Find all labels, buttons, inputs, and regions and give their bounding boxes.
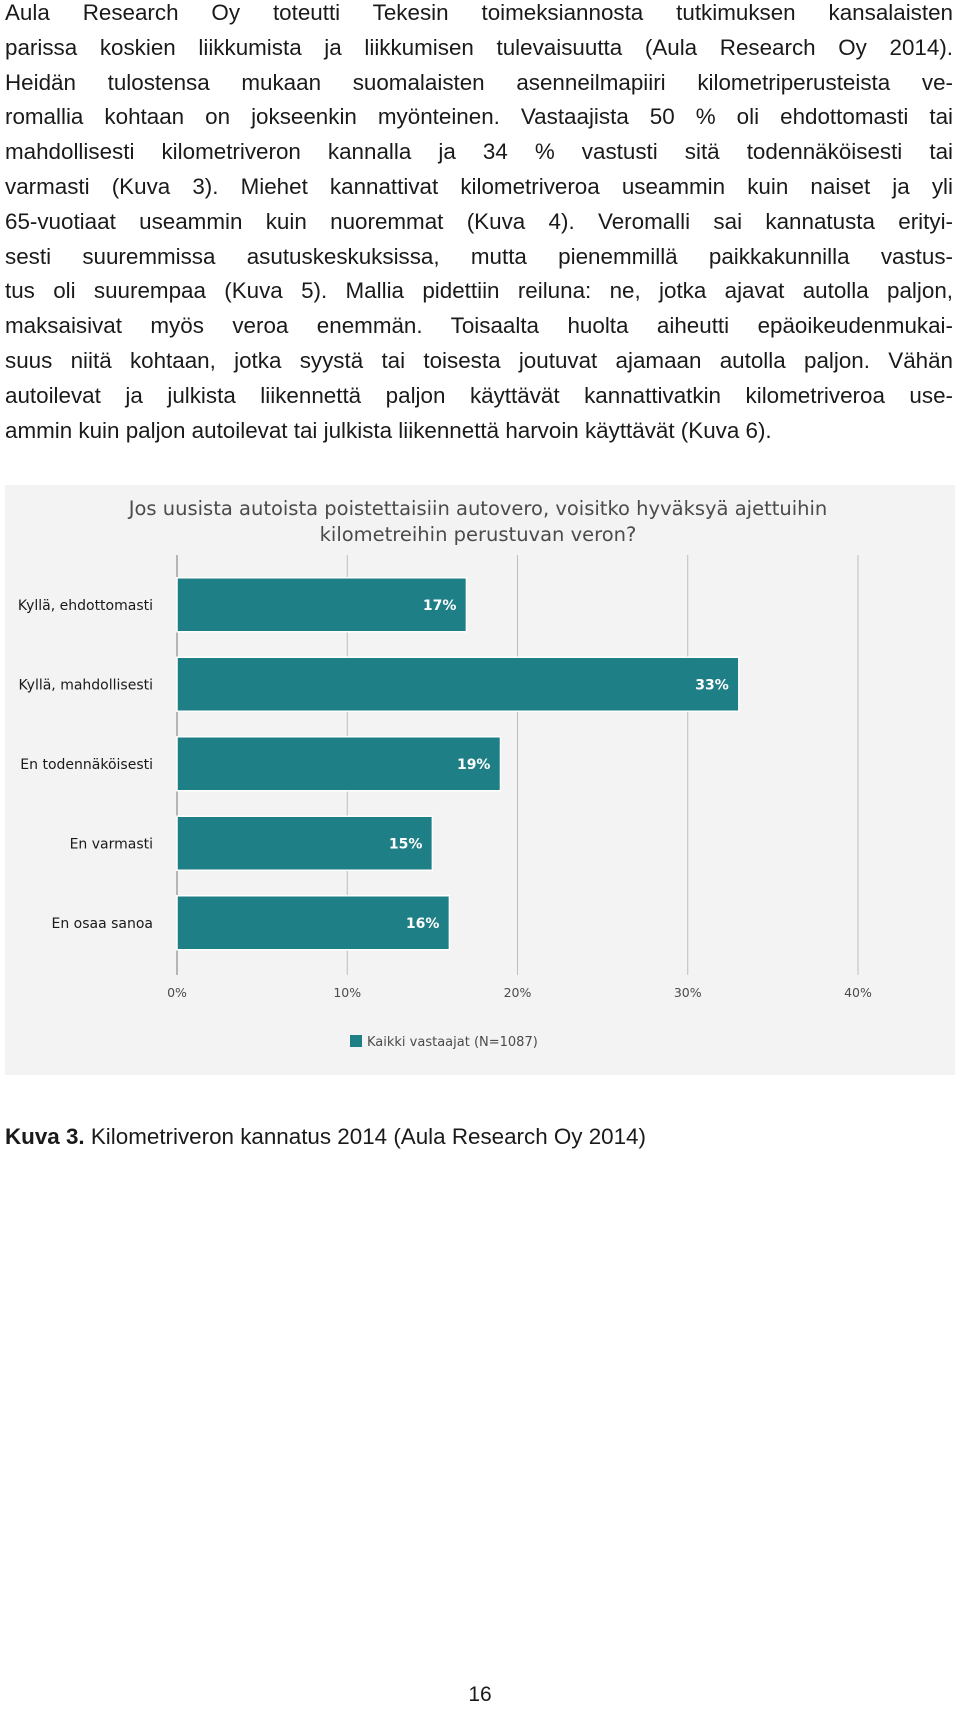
x-tick-label: 10%	[333, 985, 361, 1000]
bar-value-label: 17%	[423, 598, 457, 614]
page-number: 16	[468, 1683, 492, 1706]
paragraph-line: Heidän tulostensa mukaan suomalaisten as…	[5, 69, 953, 95]
body-paragraph: Aula Research Oy toteutti Tekesin toimek…	[5, 0, 953, 448]
paragraph-line: parissa koskien liikkumista ja liikkumis…	[5, 34, 953, 60]
bar-value-label: 33%	[695, 677, 729, 693]
bar-value-label: 15%	[389, 836, 423, 852]
category-label: Kyllä, mahdollisesti	[19, 677, 154, 693]
category-label: En varmasti	[70, 836, 153, 852]
caption-label: Kuva 3.	[5, 1124, 85, 1149]
paragraph-line: sesti suuremmissa asutuskeskuksissa, mut…	[5, 243, 953, 269]
x-tick-label: 40%	[844, 985, 872, 1000]
paragraph-line: varmasti (Kuva 3). Miehet kannattivat ki…	[5, 173, 953, 199]
x-tick-label: 30%	[674, 985, 702, 1000]
category-label: Kyllä, ehdottomasti	[18, 598, 153, 614]
paragraph-line: ammin kuin paljon autoilevat tai julkist…	[5, 417, 772, 443]
plot-area: 0% 10% 20% 30% 40% 17% Kyllä, ehdottomasti 33% K…	[18, 555, 872, 1000]
chart-title-line: Jos uusista autoista poistettaisiin auto…	[127, 497, 828, 520]
bar	[176, 577, 468, 633]
legend-swatch	[350, 1035, 362, 1047]
legend: Kaikki vastaajat (N=1087)	[350, 1035, 538, 1050]
category-label: En osaa sanoa	[51, 916, 153, 932]
category-label: En todennäköisesti	[20, 757, 153, 773]
bar	[176, 656, 740, 712]
x-tick-label: 20%	[504, 985, 532, 1000]
paragraph-line: mahdollisesti kilometriveron kannalla ja…	[5, 139, 953, 165]
legend-label: Kaikki vastaajat (N=1087)	[367, 1035, 538, 1050]
bar	[176, 895, 451, 951]
bar-value-label: 16%	[406, 916, 440, 932]
paragraph-line: tus oli suurempaa (Kuva 5). Mallia pidet…	[5, 278, 953, 304]
chart-title-line: kilometreihin perustuvan veron?	[320, 523, 637, 546]
bar	[176, 736, 502, 792]
paragraph-line: 65-vuotiaat useammin kuin nuoremmat (Kuv…	[5, 208, 953, 234]
caption-text: Kilometriveron kannatus 2014 (Aula Resea…	[84, 1124, 646, 1149]
paragraph-line: autoilevat ja julkista liikennettä paljo…	[5, 382, 953, 408]
bar-value-label: 19%	[457, 757, 491, 773]
bar-chart-figure: Jos uusista autoista poistettaisiin auto…	[5, 485, 955, 1075]
chart-title: Jos uusista autoista poistettaisiin auto…	[127, 497, 828, 546]
paragraph-line: romallia kohtaan on jokseenkin myönteine…	[5, 104, 953, 130]
paragraph-line: Aula Research Oy toteutti Tekesin toimek…	[5, 0, 953, 25]
x-tick-label: 0%	[167, 985, 187, 1000]
paragraph-line: suus niitä kohtaan, jotka syystä tai toi…	[5, 347, 953, 373]
bar-chart: Jos uusista autoista poistettaisiin auto…	[5, 485, 955, 1075]
bar	[176, 815, 434, 871]
paragraph-line: maksaisivat myös veroa enemmän. Toisaalt…	[5, 313, 953, 339]
figure-caption: Kuva 3. Kilometriveron kannatus 2014 (Au…	[5, 1122, 646, 1152]
